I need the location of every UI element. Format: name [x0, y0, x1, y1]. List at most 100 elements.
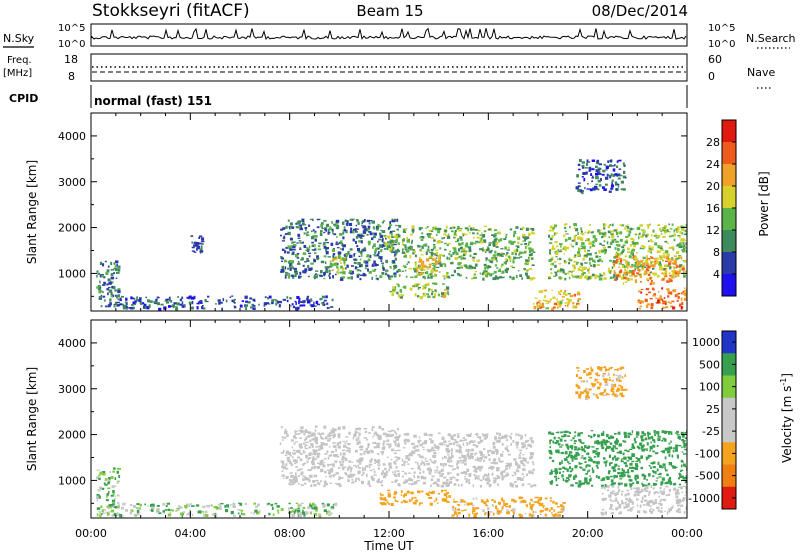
noise-ytick-bottom: 10^0	[58, 39, 85, 50]
heatmap-cell	[517, 270, 520, 272]
heatmap-cell	[178, 505, 181, 508]
heatmap-cell	[313, 466, 316, 470]
heatmap-cell	[574, 465, 578, 467]
heatmap-cell	[475, 507, 480, 510]
heatmap-cell	[639, 232, 641, 235]
heatmap-cell	[482, 509, 485, 513]
heatmap-cell	[614, 164, 616, 167]
heatmap-cell	[683, 247, 687, 249]
heatmap-cell	[465, 242, 468, 245]
heatmap-cell	[635, 457, 638, 460]
heatmap-cell	[312, 480, 316, 483]
heatmap-cell	[215, 303, 217, 305]
heatmap-cell	[287, 251, 290, 254]
heatmap-cell	[427, 245, 430, 249]
heatmap-cell	[315, 441, 318, 445]
heatmap-cell	[396, 456, 401, 460]
heatmap-cell	[334, 273, 337, 276]
heatmap-cell	[592, 259, 596, 262]
heatmap-cell	[680, 459, 683, 463]
heatmap-cell	[484, 272, 488, 276]
heatmap-cell	[596, 264, 600, 266]
heatmap-cell	[292, 275, 295, 279]
heatmap-cell	[546, 507, 549, 510]
heatmap-cell	[448, 456, 452, 459]
heatmap-cell	[530, 499, 533, 502]
heatmap-cell	[212, 514, 216, 516]
heatmap-cell	[567, 476, 570, 480]
heatmap-cell	[432, 461, 436, 464]
heatmap-cell	[656, 492, 660, 494]
heatmap-cell	[297, 237, 301, 239]
heatmap-cell	[659, 255, 662, 258]
heatmap-cell	[668, 493, 671, 496]
heatmap-cell	[451, 468, 455, 471]
heatmap-cell	[130, 504, 132, 506]
heatmap-cell	[611, 380, 614, 382]
heatmap-cell	[635, 436, 639, 438]
heatmap-cell	[549, 225, 553, 229]
heatmap-cell	[108, 490, 110, 494]
heatmap-cell	[614, 458, 619, 461]
heatmap-cell	[298, 240, 302, 242]
heatmap-cell	[680, 306, 683, 310]
heatmap-cell	[482, 475, 485, 479]
heatmap-cell	[419, 471, 422, 475]
heatmap-cell	[338, 426, 341, 430]
heatmap-cell	[505, 267, 509, 271]
heatmap-cell	[136, 512, 140, 516]
heatmap-cell	[563, 223, 566, 226]
heatmap-cell	[363, 437, 368, 439]
heatmap-cell	[190, 235, 194, 237]
heatmap-cell	[438, 443, 441, 445]
heatmap-cell	[594, 379, 598, 381]
heatmap-cell	[594, 238, 598, 242]
heatmap-cell	[683, 511, 686, 514]
heatmap-cell	[575, 446, 578, 449]
heatmap-cell	[332, 275, 334, 279]
heatmap-cell	[394, 436, 396, 439]
heatmap-cell	[618, 488, 621, 493]
heatmap-cell	[435, 252, 438, 255]
heatmap-cell	[497, 475, 500, 479]
heatmap-cell	[342, 444, 347, 448]
heatmap-cell	[531, 264, 535, 266]
heatmap-cell	[579, 467, 583, 469]
heatmap-cell	[486, 498, 489, 502]
heatmap-cell	[432, 295, 436, 299]
heatmap-cell	[510, 242, 514, 245]
heatmap-cell	[323, 245, 327, 249]
heatmap-cell	[110, 292, 113, 296]
heatmap-cell	[676, 489, 679, 492]
heatmap-cell	[652, 501, 655, 505]
heatmap-cell	[310, 460, 315, 464]
heatmap-cell	[559, 446, 563, 448]
heatmap-cell	[296, 469, 300, 472]
heatmap-cell	[139, 297, 142, 300]
heatmap-cell	[325, 251, 329, 255]
heatmap-cell	[375, 274, 377, 277]
heatmap-cell	[590, 382, 594, 385]
heatmap-cell	[381, 472, 384, 476]
heatmap-cell	[430, 275, 433, 279]
heatmap-cell	[620, 180, 624, 184]
heatmap-cell	[549, 472, 552, 475]
heatmap-cell	[639, 305, 643, 308]
heatmap-cell	[288, 479, 293, 481]
heatmap-cell	[110, 276, 115, 280]
heatmap-cell	[121, 303, 125, 306]
heatmap-cell	[597, 396, 599, 399]
heatmap-cell	[617, 468, 621, 470]
heatmap-cell	[287, 451, 291, 455]
heatmap-cell	[472, 258, 475, 262]
heatmap-cell	[484, 266, 488, 269]
heatmap-cell	[256, 503, 260, 507]
heatmap-cell	[553, 232, 556, 236]
heatmap-cell	[296, 257, 300, 259]
heatmap-cell	[476, 476, 478, 479]
heatmap-cell	[617, 247, 620, 252]
heatmap-cell	[162, 510, 165, 513]
heatmap-cell	[321, 503, 325, 506]
heatmap-cell	[397, 250, 401, 253]
